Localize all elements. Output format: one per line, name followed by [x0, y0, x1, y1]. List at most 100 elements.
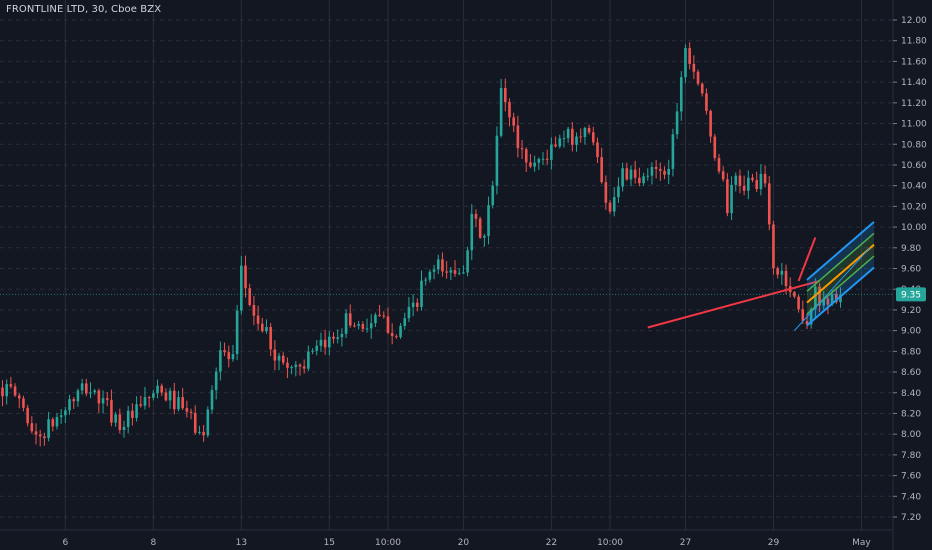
price-tick-label: 7.20	[901, 513, 921, 523]
candle-body	[692, 63, 696, 72]
candle-body	[411, 302, 415, 307]
candle-body	[265, 327, 268, 332]
candle-body	[491, 185, 495, 206]
price-axis[interactable]: 12.00 11.80 11.60 11.40 11.20 11.00 10.80 10.60…	[893, 16, 927, 523]
candle-body	[231, 354, 235, 360]
price-tick-label: 8.00	[901, 430, 921, 440]
price-tick-label: 9.80	[901, 244, 921, 254]
candle-body	[755, 180, 758, 189]
candle-body	[260, 323, 264, 332]
time-tick-label: 22	[546, 538, 557, 548]
time-axis[interactable]: 6 8 13 15 10:00 20 22 10:00 27 29 May	[62, 538, 871, 548]
candle-body	[822, 298, 826, 306]
candle-body	[466, 250, 469, 273]
candle-body	[118, 414, 122, 430]
price-tick-label: 7.60	[901, 472, 921, 482]
candle-body	[575, 136, 578, 145]
candle-body	[441, 259, 444, 272]
candle-body	[177, 397, 180, 410]
channel-upper-line	[806, 221, 875, 281]
chart-title: FRONTLINE LTD, 30, Cboe BZX	[6, 4, 162, 15]
candle-body	[516, 125, 520, 149]
price-tick-label: 11.00	[901, 120, 927, 130]
candle-body	[185, 408, 189, 412]
candle-body	[17, 395, 21, 399]
candle-body	[1, 387, 4, 397]
candle-body	[541, 158, 545, 160]
candle-body	[105, 398, 109, 400]
candle-body	[390, 332, 394, 337]
candle-body	[767, 183, 771, 225]
price-tick-label: 11.40	[901, 78, 927, 88]
candle-body	[633, 169, 637, 178]
candle-body	[164, 392, 168, 401]
candle-body	[688, 48, 691, 64]
candle-body	[256, 315, 260, 324]
candle-body	[210, 390, 214, 410]
candle-body	[64, 410, 67, 416]
candle-body	[193, 412, 197, 433]
candle-body	[294, 364, 298, 368]
candle-body	[5, 384, 8, 397]
candle-body	[307, 351, 310, 369]
candle-body	[638, 177, 641, 184]
price-tick-label: 8.40	[901, 389, 921, 399]
candle-body	[608, 202, 612, 212]
candle-body	[80, 383, 84, 391]
candle-body	[403, 318, 407, 326]
time-tick-label: 13	[236, 538, 247, 548]
candle-body	[219, 350, 222, 372]
price-tick-label: 11.80	[901, 37, 927, 47]
candle-body	[72, 399, 76, 402]
candle-body	[156, 385, 159, 394]
candle-body	[214, 371, 218, 391]
candle-body	[281, 355, 285, 363]
candle-body	[172, 390, 176, 410]
price-tick-label: 10.80	[901, 140, 927, 150]
price-tick-label: 7.40	[901, 492, 921, 502]
candle-body	[181, 397, 184, 409]
candle-body	[89, 392, 92, 394]
candle-body	[612, 197, 616, 212]
candle-body	[344, 313, 348, 334]
price-tick-label: 8.60	[901, 368, 921, 378]
candle-body	[625, 168, 629, 180]
candle-body	[407, 306, 411, 319]
candle-body	[43, 436, 46, 439]
candle-body	[650, 166, 654, 176]
candle-body	[709, 110, 712, 137]
candle-body	[311, 350, 314, 352]
candle-body	[826, 298, 830, 305]
candle-body	[809, 309, 813, 325]
price-tick-label: 11.20	[901, 99, 927, 109]
candle-body	[353, 325, 356, 327]
candle-body	[240, 265, 243, 311]
channel-fill-upper	[806, 221, 875, 292]
candle-body	[369, 323, 373, 329]
candle-body	[684, 48, 687, 78]
price-tick-label: 9.60	[901, 265, 921, 275]
candle-body	[814, 286, 817, 310]
candle-body	[529, 162, 532, 167]
candle-body	[168, 390, 172, 401]
candle-body	[432, 269, 436, 272]
candle-body	[428, 271, 432, 280]
candle-body	[93, 390, 96, 393]
candle-body	[462, 272, 465, 274]
candle-body	[189, 411, 193, 413]
candle-body	[273, 349, 277, 361]
time-tick-label: 15	[324, 538, 335, 548]
price-tick-label: 9.20	[901, 306, 921, 316]
candle-body	[202, 431, 205, 436]
candle-body	[751, 177, 754, 181]
candle-body	[763, 173, 767, 184]
candle-body	[277, 355, 281, 361]
candle-body	[252, 304, 256, 316]
time-tick-label: 8	[150, 538, 156, 548]
candle-body	[135, 404, 138, 418]
candle-body	[357, 324, 360, 326]
candle-body	[545, 158, 549, 160]
price-tick-label: 9.00	[901, 327, 921, 337]
candle-body	[671, 134, 675, 169]
